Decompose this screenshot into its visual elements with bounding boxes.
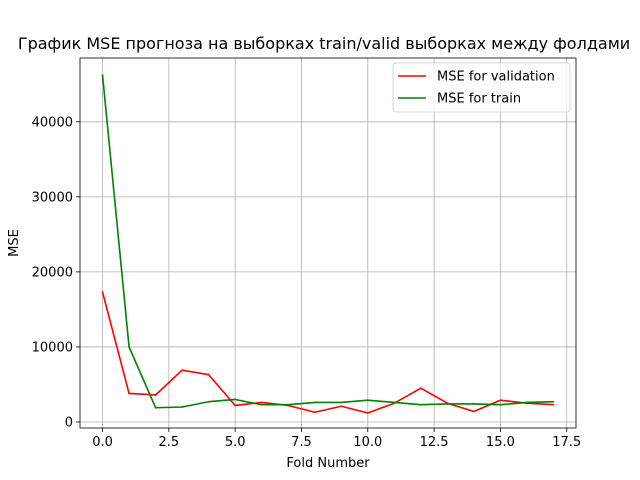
data-point bbox=[181, 369, 184, 372]
legend-label: MSE for validation bbox=[437, 70, 555, 85]
data-point bbox=[446, 403, 449, 405]
y-tick-label: 30000 bbox=[32, 190, 73, 205]
y-axis-label: MSE bbox=[7, 229, 22, 257]
x-tick-label: 7.5 bbox=[291, 435, 312, 450]
x-axis-ticks: 0.0 2.5 5.0 7.5 10.0 12.5 15.0 17.5 bbox=[92, 428, 581, 450]
data-point bbox=[101, 291, 104, 294]
grid-lines bbox=[80, 58, 576, 428]
data-point bbox=[260, 401, 263, 404]
legend-item: MSE for validation bbox=[398, 70, 555, 85]
data-point bbox=[340, 405, 343, 408]
legend-item: MSE for train bbox=[398, 92, 521, 107]
data-point bbox=[260, 403, 263, 406]
data-point bbox=[499, 399, 502, 402]
data-point bbox=[366, 399, 369, 402]
series-layer bbox=[101, 74, 555, 414]
data-point bbox=[552, 400, 555, 403]
series-line-mse-for-train bbox=[101, 75, 554, 409]
x-tick-label: 12.5 bbox=[420, 435, 449, 450]
data-point bbox=[499, 403, 502, 406]
data-point bbox=[101, 74, 104, 77]
data-point bbox=[313, 411, 316, 414]
data-point bbox=[207, 400, 210, 403]
series-mse-for-train bbox=[101, 74, 555, 409]
data-point bbox=[154, 394, 157, 396]
y-tick-label: 0 bbox=[65, 415, 73, 430]
x-axis-label: Fold Number bbox=[286, 456, 370, 471]
data-point bbox=[526, 401, 528, 404]
x-tick-label: 17.5 bbox=[552, 435, 581, 450]
data-point bbox=[366, 412, 369, 414]
data-point bbox=[154, 406, 157, 409]
x-tick-label: 0.0 bbox=[92, 435, 113, 450]
axes-frame bbox=[79, 57, 577, 429]
data-point bbox=[128, 392, 130, 395]
y-tick-label: 10000 bbox=[32, 340, 73, 355]
y-tick-label: 20000 bbox=[32, 265, 73, 280]
data-point bbox=[313, 401, 316, 404]
legend: MSE for validation MSE for train bbox=[392, 62, 571, 113]
y-axis-ticks: 0 10000 20000 30000 40000 bbox=[32, 115, 80, 430]
x-tick-label: 2.5 bbox=[159, 435, 180, 450]
data-point bbox=[419, 403, 422, 406]
data-point bbox=[552, 403, 555, 406]
legend-box bbox=[392, 62, 571, 113]
data-point bbox=[234, 398, 237, 401]
chart-title: График MSE прогноза на выборках train/va… bbox=[18, 34, 630, 53]
data-point bbox=[472, 410, 475, 413]
x-tick-label: 10.0 bbox=[353, 435, 382, 450]
x-tick-label: 15.0 bbox=[486, 435, 515, 450]
data-point bbox=[287, 403, 290, 406]
data-point bbox=[472, 403, 475, 405]
data-point bbox=[181, 406, 184, 408]
data-point bbox=[234, 404, 237, 407]
series-line-mse-for-validation bbox=[101, 291, 554, 414]
y-tick-label: 40000 bbox=[32, 115, 73, 130]
data-point bbox=[419, 387, 422, 390]
legend-label: MSE for train bbox=[437, 92, 521, 107]
x-tick-label: 5.0 bbox=[225, 435, 246, 450]
data-point bbox=[128, 346, 130, 348]
data-point bbox=[393, 401, 396, 404]
data-point bbox=[207, 373, 210, 376]
data-point bbox=[340, 401, 343, 404]
